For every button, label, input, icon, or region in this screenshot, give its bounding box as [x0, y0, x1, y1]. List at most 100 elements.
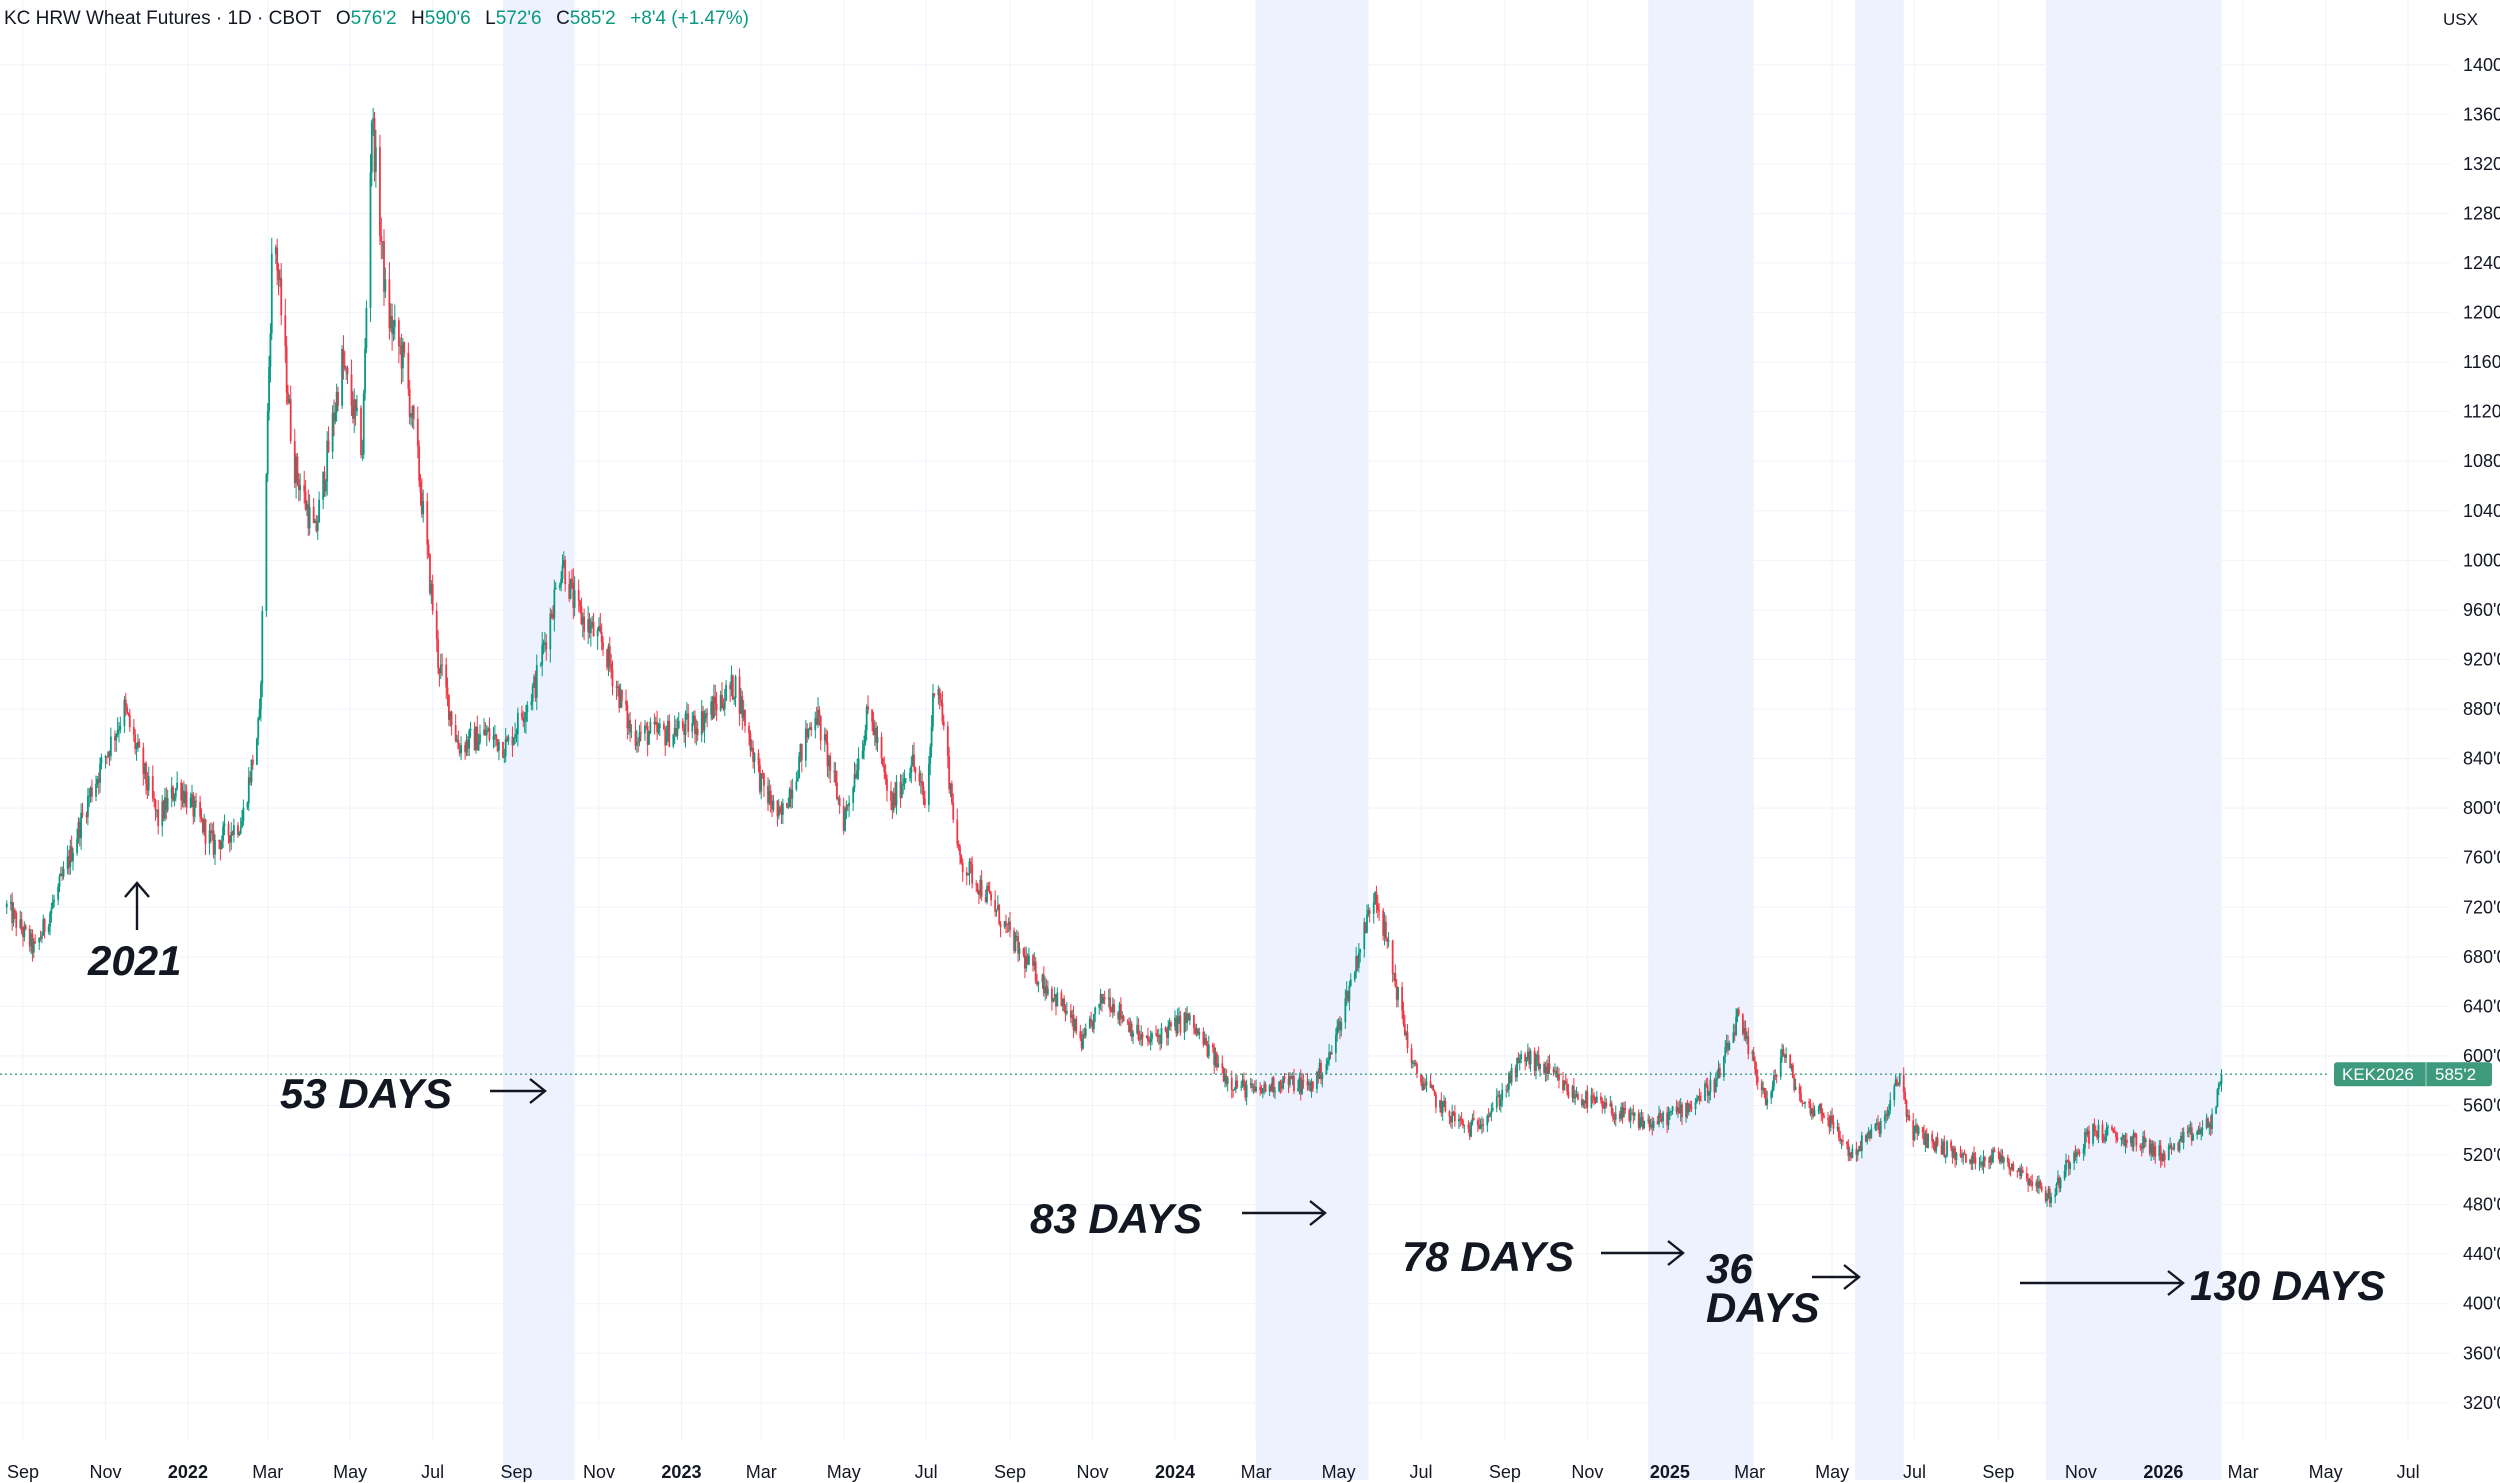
candle-body: [1215, 1053, 1218, 1068]
candle-body: [1864, 1135, 1867, 1142]
candle-body: [1178, 1015, 1180, 1017]
candle-body: [1366, 914, 1368, 933]
candle-body: [69, 846, 72, 868]
candle-body: [1658, 1113, 1660, 1125]
candle-body: [276, 247, 279, 271]
candle-body: [351, 405, 354, 419]
candle-body: [346, 367, 349, 375]
candle-body: [1950, 1141, 1952, 1148]
candle-body: [412, 406, 415, 419]
candle-body: [2012, 1163, 2015, 1171]
candle-body: [402, 342, 404, 369]
candle-body: [1412, 1062, 1414, 1064]
candle-body: [1255, 1087, 1257, 1092]
candle-body: [550, 613, 553, 617]
price-tick-label: 400'0: [2463, 1294, 2500, 1314]
candle-body: [1056, 992, 1059, 1007]
candle-body: [2140, 1147, 2143, 1149]
candle-body: [265, 474, 268, 612]
candle-body: [2102, 1140, 2105, 1142]
candle-body: [572, 582, 575, 608]
candle-body: [2027, 1178, 2030, 1185]
candle-body: [1126, 1021, 1129, 1023]
price-tick-label: 960'0: [2463, 600, 2500, 620]
candle-body: [503, 756, 506, 758]
candle-body: [457, 739, 460, 750]
symbol-legend[interactable]: KC HRW Wheat Futures · 1D · CBOT O576'2 …: [4, 8, 749, 29]
candle-body: [2220, 1074, 2223, 1084]
candle-body: [1713, 1079, 1716, 1093]
candle-body: [1631, 1112, 1633, 1114]
candle-body: [1741, 1014, 1744, 1034]
candle-body: [1013, 930, 1015, 952]
candle-body: [327, 440, 330, 452]
candle-body: [1708, 1092, 1710, 1096]
candle-body: [1345, 990, 1348, 999]
candle-body: [91, 787, 93, 797]
candle-body: [1639, 1119, 1641, 1128]
candle-body: [475, 726, 477, 751]
candle-body: [2020, 1170, 2023, 1177]
candle-body: [1349, 979, 1352, 986]
candle-body: [77, 821, 80, 839]
candle-body: [725, 684, 727, 701]
high-label: H: [411, 8, 425, 29]
candle-body: [410, 416, 412, 418]
candle-body: [184, 791, 187, 804]
candle-body: [15, 912, 18, 928]
candle-body: [2111, 1126, 2113, 1130]
candle-body: [2115, 1132, 2117, 1138]
candle-body: [1156, 1034, 1159, 1037]
candle-body: [664, 729, 667, 746]
candle-body: [692, 715, 695, 724]
candle-body: [1243, 1079, 1245, 1083]
candle-body: [1221, 1063, 1224, 1069]
candle-body: [626, 704, 629, 729]
candle-body: [1233, 1089, 1236, 1091]
candle-body: [1006, 923, 1009, 925]
candle-body: [2009, 1168, 2012, 1170]
candle-body: [333, 412, 335, 422]
candle-body: [231, 832, 234, 835]
candle-body: [429, 554, 431, 594]
candle-body: [2159, 1145, 2162, 1161]
candle-body: [315, 520, 318, 532]
price-axis[interactable]: 1400'0 1360'0 1320'0 1280'0 1240'0 1200'0 1160…: [2463, 55, 2500, 1413]
candle-body: [883, 765, 886, 772]
candle-body: [61, 873, 64, 877]
candle-body: [280, 277, 283, 316]
candle-body: [312, 506, 315, 523]
candle-body: [2048, 1188, 2051, 1203]
candle-body: [1245, 1084, 1248, 1098]
candle-body: [871, 709, 874, 722]
candle-body: [420, 492, 423, 515]
candle-body: [863, 743, 865, 751]
candle-body: [2170, 1144, 2173, 1149]
candle-body: [2196, 1131, 2199, 1135]
symbol-title[interactable]: KC HRW Wheat Futures · 1D · CBOT: [4, 8, 322, 29]
candle-body: [2069, 1163, 2071, 1169]
candle-body: [2209, 1123, 2212, 1130]
candle-body: [173, 797, 176, 801]
candle-body: [107, 752, 110, 757]
candle-body: [2000, 1155, 2003, 1162]
candle-body: [1535, 1057, 1537, 1071]
candle-body: [1724, 1046, 1727, 1057]
candle-body: [1401, 987, 1404, 1011]
candle-body: [1647, 1119, 1650, 1121]
candle-body: [1033, 961, 1036, 966]
currency-label[interactable]: USX: [2443, 10, 2478, 29]
candle-body: [1403, 1023, 1406, 1035]
candle-body: [1098, 1003, 1101, 1008]
candle-body: [2059, 1179, 2062, 1189]
candle-body: [1188, 1015, 1191, 1021]
candle-body: [1042, 974, 1045, 994]
candle-body: [1168, 1022, 1171, 1026]
candle-body: [2143, 1136, 2146, 1143]
candle-body: [210, 830, 212, 834]
candle-body: [266, 411, 269, 475]
candle-body: [1960, 1156, 1963, 1158]
candle-body: [804, 728, 807, 761]
time-axis[interactable]: Sep Nov 2022 Mar May Jul Sep Nov 2023 Mar May Jul Se…: [7, 1462, 2420, 1482]
